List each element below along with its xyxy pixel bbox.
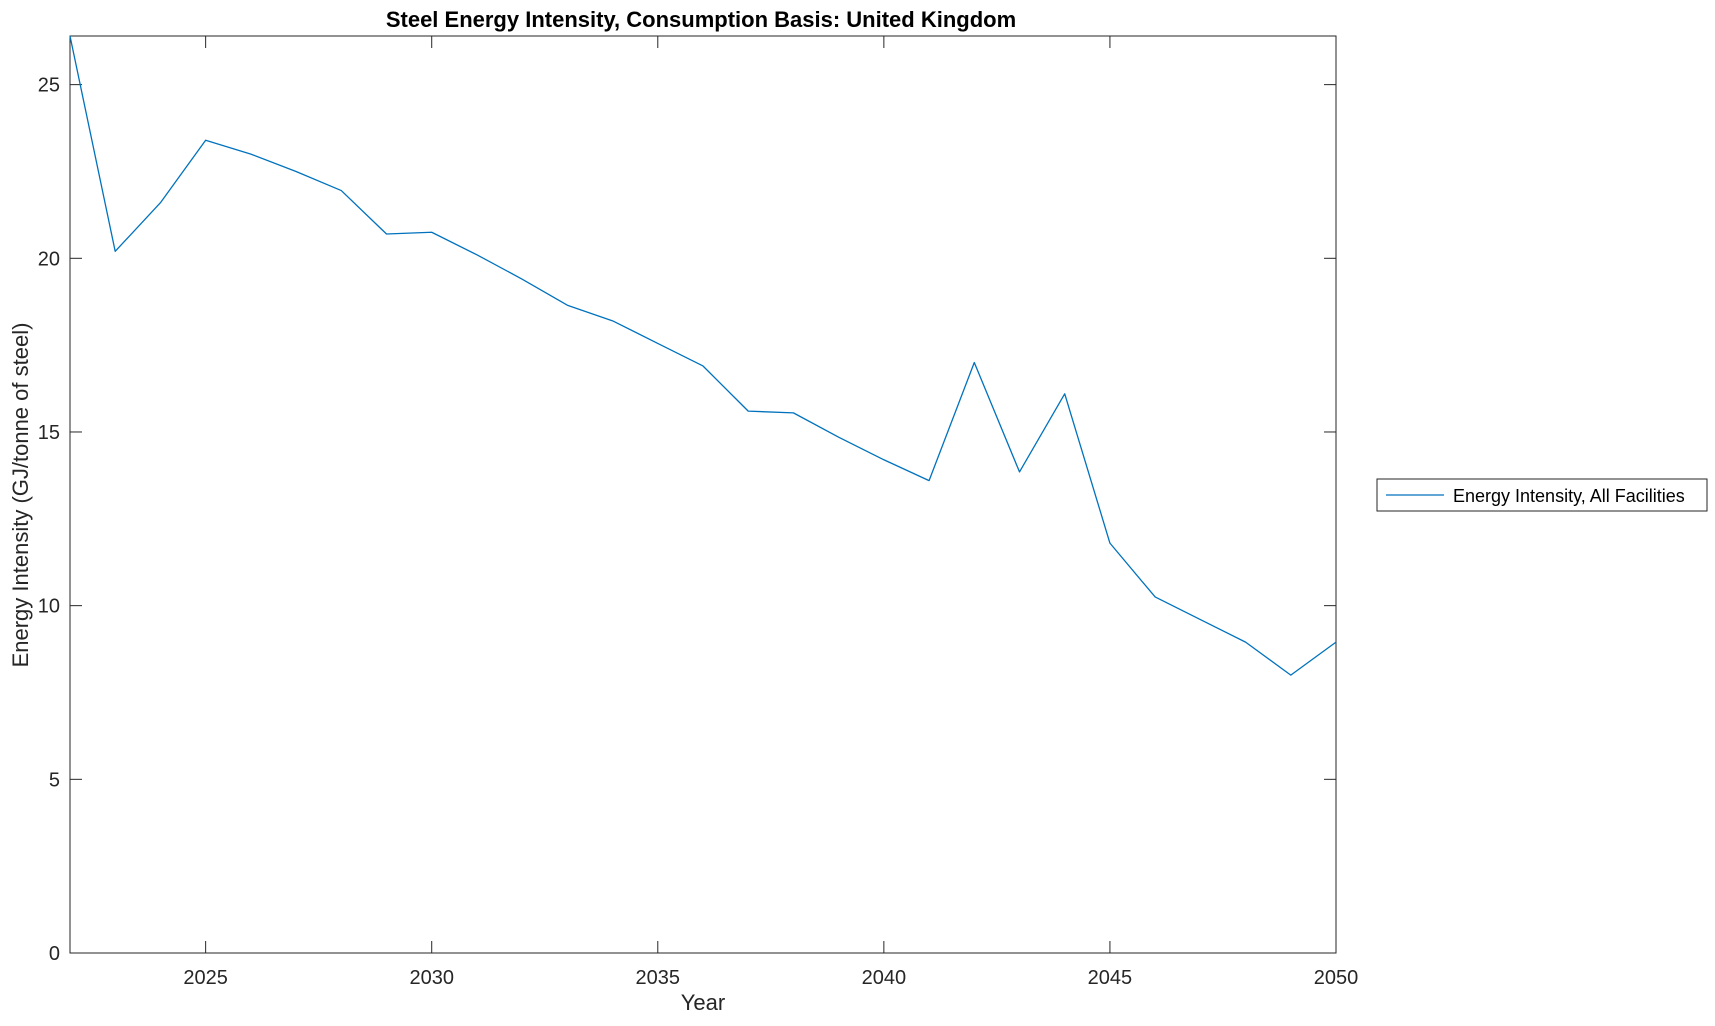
x-tick-label: 2045 bbox=[1088, 967, 1133, 989]
legend[interactable]: Energy Intensity, All Facilities bbox=[1376, 478, 1708, 512]
chart-title: Steel Energy Intensity, Consumption Basi… bbox=[386, 7, 1016, 32]
series-line-energy-intensity bbox=[69, 35, 1337, 676]
y-tick-label: 5 bbox=[49, 769, 60, 791]
y-tick-label: 20 bbox=[38, 248, 60, 270]
y-tick-label: 0 bbox=[49, 943, 60, 965]
plot-area bbox=[69, 35, 1337, 954]
x-tick-label: 2040 bbox=[862, 967, 907, 989]
x-tick-label: 2035 bbox=[636, 967, 681, 989]
y-tick-label: 10 bbox=[38, 596, 60, 618]
y-tick-label: 15 bbox=[38, 422, 60, 444]
x-axis-title: Year bbox=[681, 990, 725, 1015]
x-tick-label: 2050 bbox=[1314, 967, 1359, 989]
x-tick-label: 2030 bbox=[409, 967, 454, 989]
x-tick-label: 2025 bbox=[183, 967, 228, 989]
y-axis-title: Energy Intensity (GJ/tonne of steel) bbox=[8, 323, 33, 668]
y-tick-label: 25 bbox=[38, 75, 60, 97]
legend-label: Energy Intensity, All Facilities bbox=[1453, 486, 1685, 506]
